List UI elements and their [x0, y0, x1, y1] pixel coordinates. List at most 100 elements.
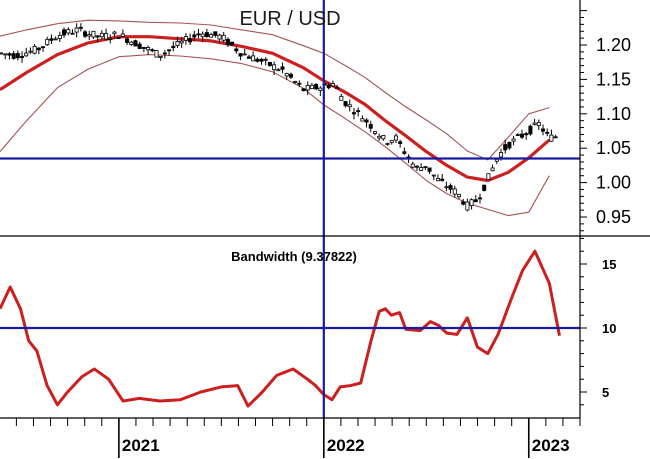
axis-ticks: 1.20 1.15 1.10 1.05 1.00 0.95 15 10 5 2021 2022 202… [15, 10, 631, 458]
price-bar-body [343, 101, 348, 107]
price-bar-body [377, 135, 382, 139]
price-bar-body [301, 88, 306, 92]
price-bar-body [57, 35, 62, 39]
price-bar-body [444, 186, 449, 189]
price-bar-body [532, 122, 537, 125]
year-label: 2023 [532, 436, 570, 455]
price-bar-body [28, 50, 33, 53]
price-bar-body [230, 41, 235, 46]
price-bar-body [141, 47, 146, 49]
price-bar-body [368, 124, 373, 129]
price-bar-body [158, 56, 163, 58]
price-bar-body [473, 199, 478, 203]
price-bar-body [326, 84, 331, 89]
price-bar-body [246, 56, 251, 59]
price-bar-body [288, 73, 293, 78]
price-bar-body [129, 41, 134, 45]
price-tick-label: 1.00 [596, 173, 631, 193]
price-bar-body [347, 104, 352, 108]
price-bar-body [385, 143, 390, 145]
price-bar-body [469, 199, 474, 206]
price-bar-body [339, 95, 344, 101]
price-bar-body [393, 135, 398, 141]
price-bar-body [356, 110, 361, 113]
price-bar-body [263, 58, 268, 61]
price-bar-body [32, 46, 37, 54]
price-tick-label: 1.20 [596, 35, 631, 55]
price-tick-label: 1.05 [596, 138, 631, 158]
price-bar-body [477, 197, 482, 200]
price-bar-body [146, 47, 151, 51]
price-bar-body [238, 53, 243, 57]
price-panel-title: EUR / USD [239, 8, 340, 30]
price-tick-label: 0.95 [596, 207, 631, 227]
year-label: 2022 [327, 436, 365, 455]
price-bar-body [435, 178, 440, 182]
price-bar-body [83, 31, 88, 37]
price-bar-body [309, 84, 314, 90]
price-bar-body [221, 34, 226, 41]
price-bar-body [456, 193, 461, 198]
price-bar-body [78, 26, 83, 29]
reference-lines [0, 0, 580, 418]
price-bar-body [120, 33, 125, 37]
price-bar-body [49, 38, 54, 41]
price-bar-body [20, 56, 25, 58]
price-bar-body [448, 185, 453, 190]
price-bar-body [53, 38, 58, 41]
price-bar-body [217, 34, 222, 40]
price-bar-body [95, 35, 100, 38]
price-bar-body [515, 134, 520, 136]
price-bar-body [410, 163, 415, 168]
price-bar-body [297, 82, 302, 85]
bandwidth-tick-label: 10 [602, 321, 616, 336]
price-bar-body [0, 52, 4, 55]
price-bar-body [154, 50, 159, 58]
price-tick-label: 1.15 [596, 69, 631, 89]
price-bar-body [259, 58, 264, 62]
price-bar-body [171, 45, 176, 49]
price-bar-body [125, 38, 130, 43]
price-bar-body [549, 134, 554, 142]
price-bar-body [414, 165, 419, 168]
price-bar-body [62, 29, 67, 36]
price-bar-body [74, 27, 79, 33]
price-bar-body [204, 32, 209, 38]
price-bar-body [167, 49, 172, 52]
price-bar-body [36, 47, 41, 51]
price-bar-body [133, 40, 138, 47]
price-bar-body [389, 140, 394, 143]
bandwidth-tick-label: 5 [602, 385, 609, 400]
price-bar-body [116, 37, 121, 39]
price-bar-body [511, 138, 516, 142]
price-bar-body [99, 32, 104, 38]
price-bar-body [351, 112, 356, 115]
bandwidth-tick-label: 15 [602, 257, 616, 272]
price-bar-body [545, 131, 550, 134]
price-bar-body [284, 73, 289, 77]
price-bar-body [192, 34, 197, 38]
price-bar-body [24, 52, 29, 57]
price-bar-body [528, 125, 533, 135]
price-bar-body [330, 83, 335, 87]
price-bar-body [242, 53, 247, 56]
price-bar-body [293, 81, 298, 83]
price-bar-body [179, 40, 184, 44]
price-bar-body [70, 32, 75, 35]
bandwidth-panel-title: Bandwidth (9.37822) [231, 249, 357, 264]
price-bar-body [7, 53, 12, 56]
price-bar-body [494, 158, 499, 162]
price-bar-body [536, 122, 541, 126]
price-bar-body [305, 85, 310, 91]
price-bar-body [272, 64, 277, 71]
price-bar-body [553, 136, 558, 139]
price-bar-body [520, 133, 525, 138]
price-bar-body [541, 128, 546, 132]
price-bar-body [503, 144, 508, 151]
price-bar-body [108, 37, 113, 40]
price-bar-body [188, 38, 193, 43]
price-bar-body [200, 33, 205, 38]
